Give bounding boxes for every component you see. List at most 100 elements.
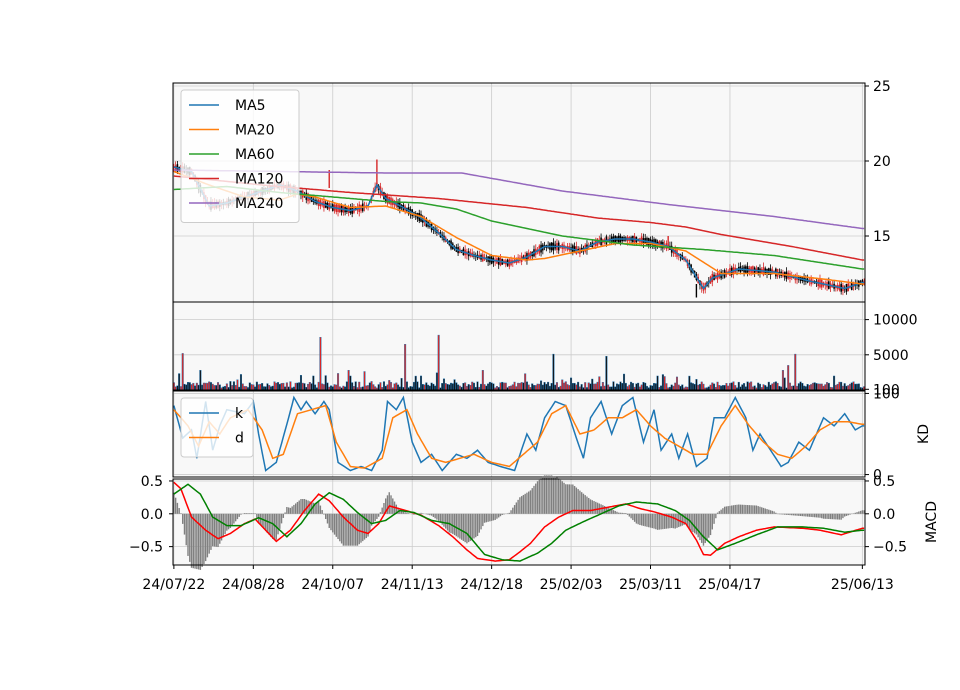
volume-bar xyxy=(467,384,470,391)
macd-bar xyxy=(404,512,406,514)
legend-label: MA120 xyxy=(235,172,283,188)
volume-bar xyxy=(522,382,525,391)
macd-bar xyxy=(693,513,696,534)
volume-bar xyxy=(833,375,836,391)
x-tick-label: 24/11/13 xyxy=(381,577,444,593)
macd-bar xyxy=(197,513,200,570)
volume-bar xyxy=(314,384,317,391)
volume-bar xyxy=(566,384,569,391)
macd-bar xyxy=(808,513,811,517)
macd-bar xyxy=(227,513,230,530)
macd-bar xyxy=(554,476,556,514)
macd-bar xyxy=(362,513,364,542)
macd-bar xyxy=(524,493,526,514)
macd-bar xyxy=(194,513,196,569)
macd-bar xyxy=(489,513,491,522)
volume-bar xyxy=(550,383,553,391)
volume-bar xyxy=(351,382,354,391)
macd-bar xyxy=(706,513,708,541)
macd-bar xyxy=(199,513,202,570)
kd-ylabel: KD xyxy=(916,424,932,444)
macd-bar xyxy=(575,487,578,514)
volume-bar xyxy=(575,384,578,391)
volume-bar xyxy=(711,382,714,391)
macd-bar xyxy=(501,513,503,515)
volume-bar xyxy=(764,385,767,391)
volume-bar xyxy=(580,384,583,391)
macd-bar xyxy=(305,499,307,514)
volume-bar xyxy=(435,372,438,391)
macd-bar xyxy=(496,513,498,519)
volume-bar xyxy=(354,381,357,391)
macd-bar xyxy=(434,513,436,519)
macd-bar xyxy=(861,510,864,514)
volume-bar xyxy=(748,382,751,391)
volume-bar xyxy=(382,381,385,391)
volume-bar xyxy=(547,381,550,391)
volume-bar xyxy=(856,383,859,391)
macd-bar xyxy=(801,513,804,517)
volume-bar xyxy=(511,384,514,391)
macd-bar xyxy=(342,513,345,546)
volume-bar xyxy=(427,384,430,391)
volume-bar xyxy=(628,384,631,391)
macd-bar xyxy=(512,507,514,514)
volume-bar xyxy=(661,374,664,391)
macd-bar xyxy=(633,513,636,522)
x-tick-label: 24/08/28 xyxy=(222,577,285,593)
macd-bar xyxy=(287,507,290,514)
volume-bar xyxy=(564,381,567,391)
macd-bar xyxy=(847,513,849,516)
volume-bar xyxy=(847,385,850,391)
volume-bar xyxy=(510,385,513,391)
macd-bar xyxy=(605,506,608,514)
volume-bar xyxy=(656,375,659,391)
macd-bar xyxy=(236,513,239,520)
volume-bar xyxy=(603,385,606,391)
macd-bar xyxy=(667,513,669,529)
volume-bar xyxy=(412,381,415,391)
volume-bar xyxy=(852,381,855,391)
macd-bar xyxy=(437,513,440,521)
macd-bar xyxy=(603,505,606,514)
volume-bar xyxy=(199,370,202,391)
macd-bar xyxy=(775,512,777,514)
volume-bar xyxy=(204,382,207,391)
volume-bar xyxy=(255,381,258,391)
macd-bar xyxy=(835,513,837,520)
macd-bar xyxy=(499,513,502,517)
macd-bar xyxy=(704,513,706,544)
macd-bar xyxy=(383,503,385,514)
volume-bar xyxy=(554,384,557,391)
macd-bar xyxy=(480,513,482,530)
volume-bar xyxy=(261,383,264,391)
macd-bar xyxy=(556,477,558,514)
macd-bar xyxy=(471,513,473,540)
macd-bar xyxy=(323,513,325,515)
volume-bar xyxy=(432,383,435,391)
macd-bar xyxy=(459,513,461,539)
macd-bar xyxy=(561,481,563,514)
volume-bar xyxy=(681,384,684,391)
macd-bar xyxy=(213,513,216,547)
volume-bar xyxy=(446,383,449,391)
volume-bar xyxy=(257,384,260,391)
macd-bar xyxy=(478,513,480,533)
volume-bar xyxy=(501,381,504,391)
macd-bar xyxy=(619,512,622,514)
volume-bar xyxy=(534,385,537,391)
macd-bar xyxy=(279,513,281,529)
macd-bar xyxy=(272,513,274,540)
volume-bar xyxy=(434,385,437,391)
volume-bar xyxy=(421,384,424,391)
volume-bar xyxy=(409,386,412,391)
macd-bar xyxy=(679,513,682,527)
volume-bar xyxy=(513,381,516,391)
volume-bar xyxy=(559,385,562,391)
macd-bar xyxy=(250,513,253,514)
macd-bar xyxy=(858,511,860,514)
volume-bar xyxy=(229,381,232,391)
macd-bar xyxy=(849,513,851,515)
volume-bar xyxy=(841,385,844,391)
volume-bar xyxy=(243,386,246,391)
